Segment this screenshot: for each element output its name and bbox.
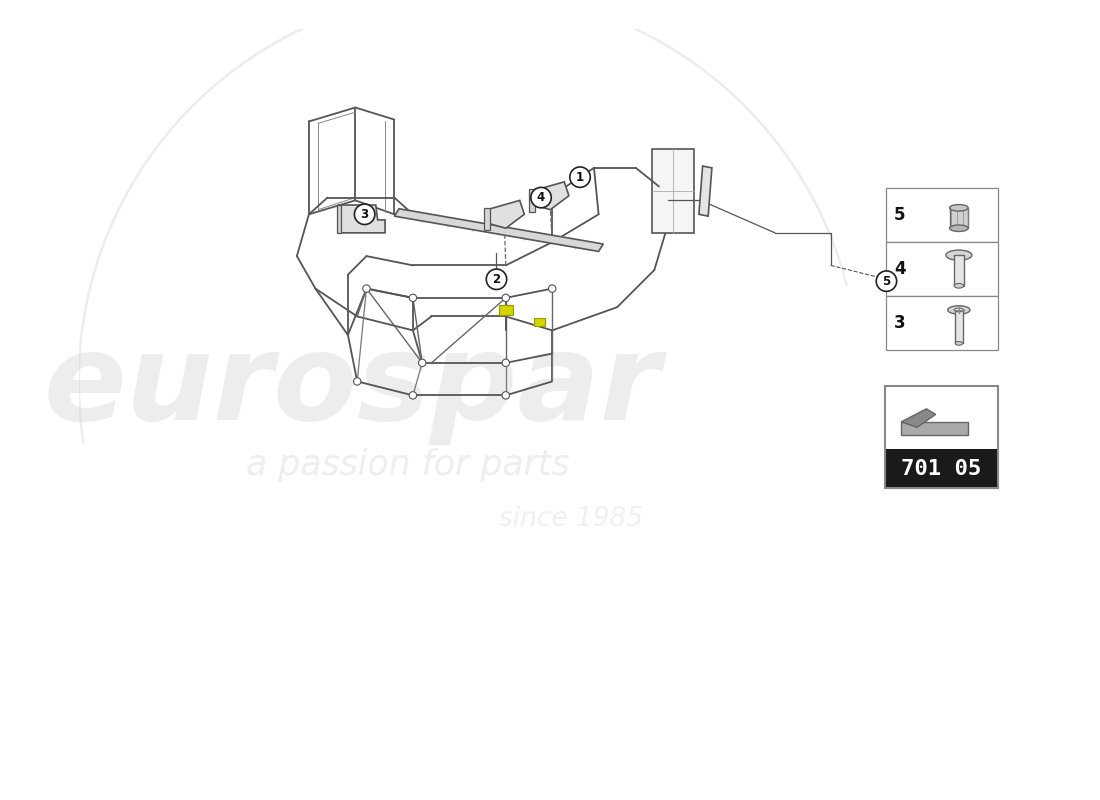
Text: 4: 4: [894, 260, 905, 278]
Circle shape: [531, 187, 551, 208]
Text: since 1985: since 1985: [498, 506, 642, 532]
Circle shape: [409, 392, 417, 399]
Circle shape: [877, 271, 896, 291]
Circle shape: [502, 359, 509, 366]
Bar: [884, 450, 998, 488]
Text: eurospar: eurospar: [44, 327, 661, 445]
Polygon shape: [394, 209, 603, 251]
Polygon shape: [531, 182, 569, 210]
Ellipse shape: [954, 308, 964, 312]
Bar: [949, 208, 968, 228]
Circle shape: [502, 294, 509, 302]
Text: 1: 1: [576, 170, 584, 184]
Bar: [955, 310, 962, 343]
Text: a passion for parts: a passion for parts: [246, 448, 570, 482]
Ellipse shape: [949, 205, 968, 211]
Bar: [499, 306, 514, 314]
Bar: [529, 190, 535, 211]
Circle shape: [570, 167, 591, 187]
Circle shape: [353, 378, 361, 385]
Bar: [534, 318, 544, 326]
Ellipse shape: [954, 283, 964, 288]
Circle shape: [502, 392, 509, 399]
Text: 5: 5: [882, 274, 891, 288]
Text: 4: 4: [537, 191, 546, 204]
Bar: [887, 188, 998, 242]
Polygon shape: [901, 422, 968, 435]
Text: 5: 5: [894, 206, 905, 224]
Circle shape: [409, 294, 417, 302]
Bar: [484, 208, 490, 230]
Bar: [652, 150, 694, 233]
Polygon shape: [698, 166, 712, 216]
Polygon shape: [901, 409, 936, 427]
Text: 3: 3: [894, 314, 905, 332]
Ellipse shape: [946, 250, 972, 260]
Bar: [887, 242, 998, 296]
Polygon shape: [339, 205, 385, 233]
Circle shape: [486, 269, 507, 290]
Bar: [337, 205, 341, 233]
Circle shape: [363, 285, 371, 292]
Polygon shape: [487, 200, 525, 228]
Bar: [954, 255, 964, 286]
Circle shape: [354, 204, 375, 225]
Bar: [887, 296, 998, 350]
Ellipse shape: [948, 306, 970, 314]
Text: 701 05: 701 05: [901, 459, 981, 479]
Text: 3: 3: [361, 208, 368, 221]
Bar: [884, 386, 998, 488]
Ellipse shape: [955, 342, 962, 346]
Bar: [884, 386, 998, 488]
Text: 2: 2: [493, 273, 500, 286]
Ellipse shape: [949, 225, 968, 231]
Circle shape: [418, 359, 426, 366]
Circle shape: [549, 285, 556, 292]
